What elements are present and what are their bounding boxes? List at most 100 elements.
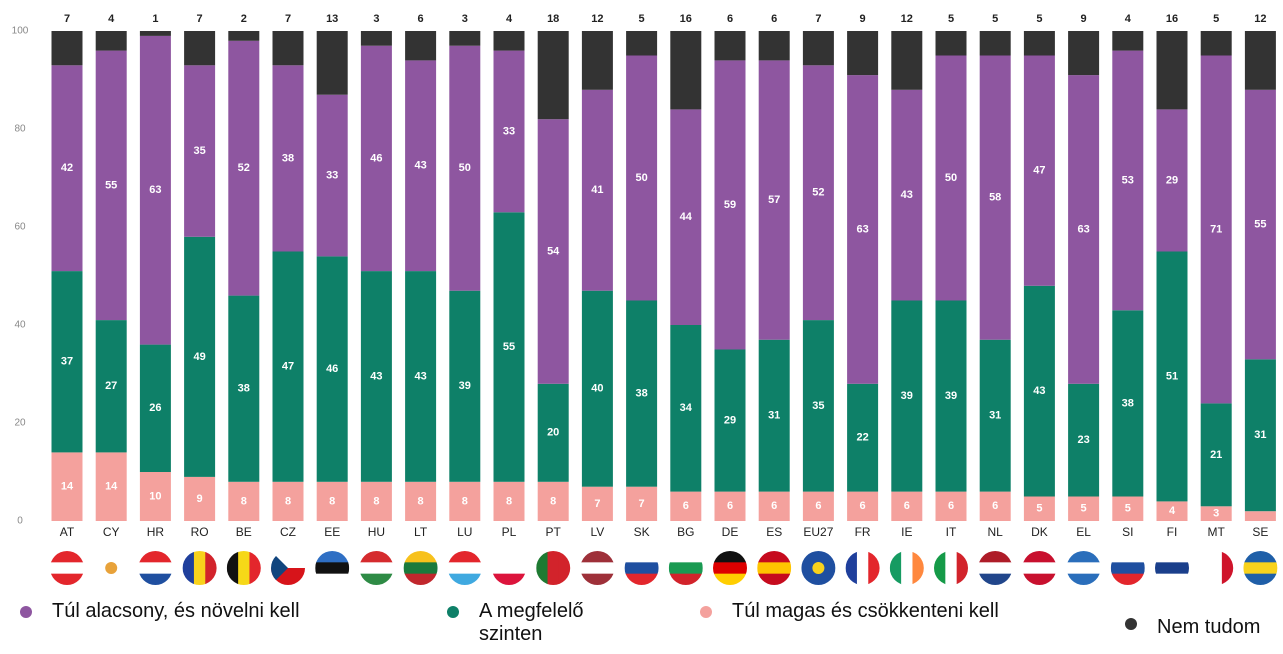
flag-stripe bbox=[757, 573, 792, 585]
data-label: 38 bbox=[282, 152, 294, 164]
bar-segment bbox=[51, 31, 83, 66]
flag-stripe bbox=[580, 573, 615, 585]
data-label: 7 bbox=[594, 498, 600, 510]
data-label: 8 bbox=[462, 495, 468, 507]
flag-stripe bbox=[713, 573, 747, 585]
bar-segment bbox=[979, 31, 1011, 56]
flag-stripe bbox=[668, 551, 703, 563]
data-label: 38 bbox=[635, 388, 647, 400]
legend-item: Nem tudom bbox=[1125, 612, 1260, 639]
flag-stripe bbox=[315, 562, 350, 575]
data-label: 4 bbox=[1169, 505, 1176, 517]
flag bbox=[182, 551, 217, 585]
data-label: 51 bbox=[1166, 370, 1178, 382]
bar-segment bbox=[272, 31, 304, 66]
data-label: 7 bbox=[64, 13, 70, 25]
flag-stripe bbox=[1110, 573, 1145, 585]
data-label: 1 bbox=[152, 13, 158, 25]
data-label: 43 bbox=[370, 370, 382, 382]
flag bbox=[50, 551, 84, 585]
flag-stripe bbox=[50, 551, 84, 563]
bar-segment bbox=[272, 65, 304, 252]
bar-segment bbox=[847, 491, 879, 521]
data-label: 43 bbox=[1033, 385, 1045, 397]
bar-segment bbox=[802, 65, 834, 321]
bar-segment bbox=[537, 119, 569, 384]
flag-stripe bbox=[1155, 573, 1189, 585]
flag bbox=[1243, 551, 1278, 585]
flag bbox=[1199, 551, 1234, 585]
flag-emblem bbox=[105, 562, 118, 574]
flag-stripe bbox=[205, 551, 217, 585]
data-label: 55 bbox=[1254, 218, 1266, 230]
flag-stripe bbox=[912, 551, 924, 585]
flag-stripe bbox=[1022, 562, 1057, 575]
legend-marker bbox=[447, 606, 459, 618]
flag-stripe bbox=[492, 551, 526, 563]
x-tick-label: EL bbox=[1076, 525, 1091, 539]
bar-segment bbox=[670, 109, 702, 326]
flag-stripe bbox=[1022, 573, 1057, 585]
y-tick-label: 80 bbox=[14, 124, 26, 135]
data-label: 43 bbox=[414, 160, 426, 172]
flag bbox=[1066, 551, 1101, 585]
x-tick-label: LU bbox=[457, 525, 472, 539]
data-label: 63 bbox=[856, 223, 868, 235]
y-tick-label: 60 bbox=[14, 222, 26, 233]
flag bbox=[1022, 551, 1057, 585]
flag bbox=[801, 551, 836, 585]
x-tick-label: AT bbox=[60, 525, 75, 539]
x-tick-label: HU bbox=[368, 525, 385, 539]
bar-segment bbox=[714, 31, 746, 61]
flag-stripe bbox=[403, 562, 438, 575]
data-label: 37 bbox=[61, 356, 73, 368]
bar-segment bbox=[758, 31, 790, 61]
flag bbox=[271, 551, 305, 585]
data-label: 6 bbox=[992, 500, 998, 512]
flag-stripe bbox=[1110, 562, 1145, 575]
bar-segment bbox=[1023, 55, 1055, 286]
data-label: 13 bbox=[326, 13, 338, 25]
data-label: 5 bbox=[1081, 503, 1087, 515]
flag-stripe bbox=[757, 551, 792, 563]
legend-item: Túl alacsony, és növelni kell bbox=[20, 600, 300, 623]
flag bbox=[580, 551, 615, 585]
bar-segment bbox=[537, 481, 569, 521]
flag bbox=[757, 551, 792, 585]
flag-stripe bbox=[315, 551, 350, 563]
data-label: 39 bbox=[459, 380, 471, 392]
data-label: 58 bbox=[989, 192, 1001, 204]
bar-segment bbox=[581, 89, 613, 291]
flag bbox=[315, 551, 350, 585]
bar-segment bbox=[626, 300, 658, 487]
data-label: 52 bbox=[238, 162, 250, 174]
bar-segment bbox=[1023, 285, 1055, 497]
bar-segment bbox=[891, 300, 923, 492]
bar-segment bbox=[1244, 89, 1276, 360]
x-tick-label: LV bbox=[591, 525, 605, 539]
bar-segment bbox=[802, 31, 834, 66]
bar-segment bbox=[935, 31, 967, 56]
bar-segment bbox=[1200, 506, 1232, 521]
data-label: 9 bbox=[860, 13, 866, 25]
flag bbox=[713, 551, 747, 585]
legend-marker bbox=[20, 606, 32, 618]
flag bbox=[889, 551, 924, 585]
data-label: 52 bbox=[812, 187, 824, 199]
data-label: 47 bbox=[282, 361, 294, 373]
bar-segment bbox=[802, 320, 834, 492]
bar-segment bbox=[1112, 31, 1144, 51]
data-label: 29 bbox=[1166, 174, 1178, 186]
bar-segment bbox=[1200, 31, 1232, 56]
data-label: 63 bbox=[149, 184, 161, 196]
y-tick-label: 40 bbox=[14, 320, 26, 331]
x-tick-label: DE bbox=[722, 525, 739, 539]
flag-stripe bbox=[1221, 551, 1234, 585]
data-label: 31 bbox=[1254, 429, 1266, 441]
data-label: 43 bbox=[414, 370, 426, 382]
x-tick-label: IE bbox=[901, 525, 912, 539]
flag-stripe bbox=[945, 551, 958, 585]
data-label: 3 bbox=[373, 13, 379, 25]
bar-segment bbox=[228, 40, 260, 296]
bar-segment bbox=[1068, 496, 1100, 521]
